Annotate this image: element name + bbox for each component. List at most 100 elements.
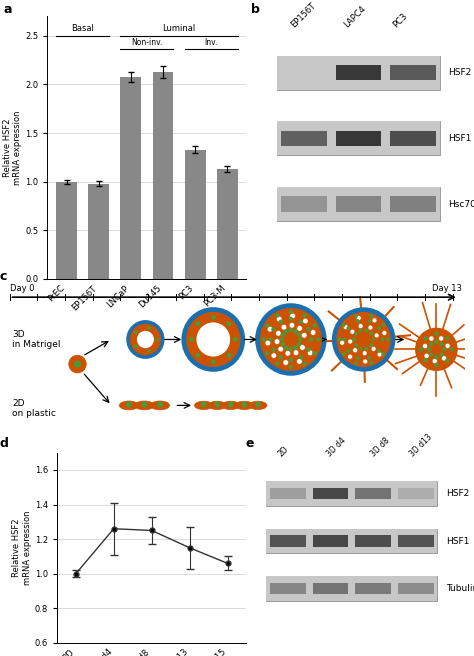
Circle shape xyxy=(368,319,372,323)
Circle shape xyxy=(306,348,310,352)
Bar xyxy=(312,535,348,546)
Text: e: e xyxy=(246,438,254,451)
Circle shape xyxy=(382,323,385,327)
Circle shape xyxy=(279,319,283,324)
Text: c: c xyxy=(0,270,7,283)
Bar xyxy=(390,196,436,211)
Circle shape xyxy=(365,347,368,350)
Circle shape xyxy=(356,319,360,323)
Circle shape xyxy=(337,312,391,367)
Circle shape xyxy=(157,401,163,407)
Circle shape xyxy=(381,338,384,341)
Circle shape xyxy=(189,337,194,342)
Text: Non-inv.: Non-inv. xyxy=(131,37,163,47)
Bar xyxy=(270,583,306,594)
Bar xyxy=(356,583,391,594)
Circle shape xyxy=(363,359,368,364)
Bar xyxy=(386,56,440,90)
Circle shape xyxy=(359,347,363,350)
Ellipse shape xyxy=(135,401,154,410)
Circle shape xyxy=(289,317,293,321)
Circle shape xyxy=(126,401,132,407)
Circle shape xyxy=(271,353,277,358)
Circle shape xyxy=(289,328,293,332)
Text: d: d xyxy=(0,438,9,451)
Bar xyxy=(352,529,395,554)
Ellipse shape xyxy=(194,401,213,409)
Circle shape xyxy=(439,342,444,346)
Circle shape xyxy=(354,314,358,318)
Circle shape xyxy=(195,353,200,358)
Bar xyxy=(282,65,327,80)
Circle shape xyxy=(196,322,230,357)
Circle shape xyxy=(362,351,367,356)
Circle shape xyxy=(377,349,381,353)
Bar xyxy=(352,577,395,601)
Circle shape xyxy=(74,361,81,367)
Circle shape xyxy=(227,321,231,326)
Circle shape xyxy=(372,318,377,323)
Text: HSF2: HSF2 xyxy=(448,68,472,77)
Bar xyxy=(277,56,331,90)
Circle shape xyxy=(434,355,438,359)
Circle shape xyxy=(299,319,303,324)
Bar xyxy=(266,529,438,554)
Bar xyxy=(395,529,438,554)
Text: 3D
in Matrigel: 3D in Matrigel xyxy=(12,330,61,349)
Circle shape xyxy=(293,329,298,333)
Circle shape xyxy=(352,338,356,341)
Circle shape xyxy=(337,338,341,341)
Circle shape xyxy=(233,337,238,342)
Text: 3D d13: 3D d13 xyxy=(408,432,434,459)
Circle shape xyxy=(356,356,360,359)
Circle shape xyxy=(299,355,303,359)
Circle shape xyxy=(201,401,207,407)
Circle shape xyxy=(297,359,302,364)
Circle shape xyxy=(290,313,295,319)
Bar xyxy=(88,184,109,279)
Ellipse shape xyxy=(249,401,267,409)
Circle shape xyxy=(137,331,154,348)
Circle shape xyxy=(371,338,375,341)
Circle shape xyxy=(415,328,458,371)
Bar xyxy=(277,187,440,221)
Bar xyxy=(395,577,438,601)
Circle shape xyxy=(265,323,269,328)
Circle shape xyxy=(434,363,438,367)
Ellipse shape xyxy=(235,401,254,409)
Bar xyxy=(395,482,438,506)
Circle shape xyxy=(368,356,372,359)
Circle shape xyxy=(302,314,307,318)
Circle shape xyxy=(255,401,261,407)
Circle shape xyxy=(382,352,385,356)
Circle shape xyxy=(69,355,86,373)
Bar xyxy=(398,488,434,499)
Circle shape xyxy=(285,350,291,356)
Circle shape xyxy=(347,354,353,359)
Bar xyxy=(312,488,348,499)
Circle shape xyxy=(423,358,428,363)
Text: 2D
on plastic: 2D on plastic xyxy=(12,399,56,418)
Circle shape xyxy=(369,332,373,336)
Ellipse shape xyxy=(222,401,240,409)
Circle shape xyxy=(147,349,151,353)
Circle shape xyxy=(300,344,305,350)
Bar xyxy=(386,187,440,221)
Bar xyxy=(336,196,382,211)
Circle shape xyxy=(312,323,317,328)
Bar xyxy=(282,131,327,146)
Text: Hsc70: Hsc70 xyxy=(448,199,474,209)
Circle shape xyxy=(354,361,358,365)
Circle shape xyxy=(374,333,379,338)
Text: HSF1: HSF1 xyxy=(446,537,469,546)
Bar xyxy=(56,182,77,279)
Bar xyxy=(266,482,438,506)
Circle shape xyxy=(340,340,345,345)
Circle shape xyxy=(274,338,280,344)
Circle shape xyxy=(211,315,216,319)
Circle shape xyxy=(450,347,454,352)
Circle shape xyxy=(284,329,288,333)
Circle shape xyxy=(265,340,271,346)
Circle shape xyxy=(358,323,363,329)
Circle shape xyxy=(182,308,244,371)
